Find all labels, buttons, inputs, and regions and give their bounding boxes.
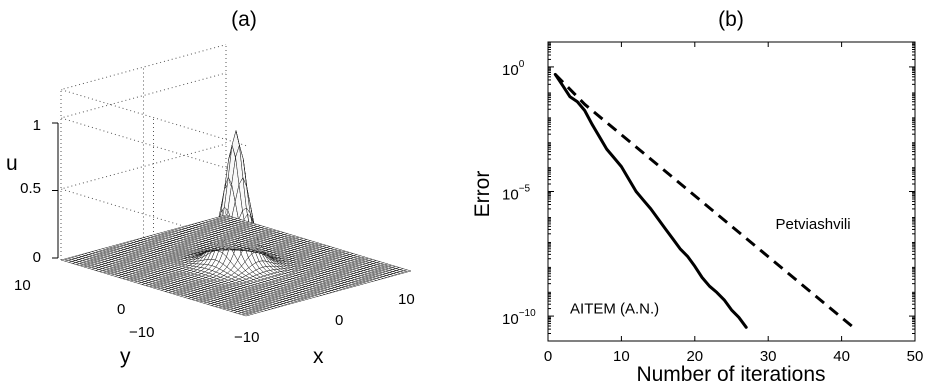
x-axis-label: Number of iterations [636,363,825,386]
grid-line [59,72,247,175]
y-tick-label: 10−10 [502,308,536,328]
series-layer [553,72,858,331]
surface-mesh [60,130,412,317]
x-axis-label: x [313,345,324,368]
y-axis-label: y [120,345,131,368]
series-line-aitem [553,72,748,329]
annotation-petviashvili: Petviashvili [776,216,851,233]
panel-b-title: (b) [718,8,744,31]
y-tick-mantissa: 10 [502,187,519,204]
x-tick-label: 30 [760,348,777,365]
y-tick-label: 10 [14,277,31,294]
z-tick-label: 0 [33,249,41,266]
x-tick-label: 10 [398,291,415,308]
y-tick-label: 100 [502,59,525,79]
plot-frame [547,41,916,342]
x-tick-label: −10 [234,329,259,346]
grid-line [59,44,247,147]
x-tick-label: 20 [686,348,703,365]
x-tick-label: 40 [833,348,850,365]
y-tick-exponent: −5 [519,184,531,195]
mesh-cell [402,269,412,273]
y-tick-mantissa: 10 [502,62,519,79]
annotation-aitem: AITEM (A.N.) [570,301,659,318]
panel-a-title: (a) [231,8,257,31]
z-tick-label: 0.5 [20,180,41,197]
y-tick-exponent: 0 [519,59,525,70]
z-tick-label: 1 [33,117,41,134]
y-tick-mantissa: 10 [502,311,519,328]
y-axis-label: Error [471,171,494,218]
y-tick-label: 10−5 [502,184,531,204]
z-axis [52,122,59,259]
x-tick-label: 50 [907,348,924,365]
x-tick-label: 0 [544,348,552,365]
y-tick-label: −10 [129,324,154,341]
y-tick-exponent: −10 [519,308,536,319]
series-line-petviashvili [554,73,858,331]
x-tick-label: 10 [613,348,630,365]
z-axis-label: u [6,152,18,175]
surface-plot-panel: (a) 1 0.5 0 u 10 0 −10 y −10 0 10 x [6,8,415,368]
y-tick-label: 0 [117,301,125,318]
x-tick-label: 0 [335,312,343,329]
